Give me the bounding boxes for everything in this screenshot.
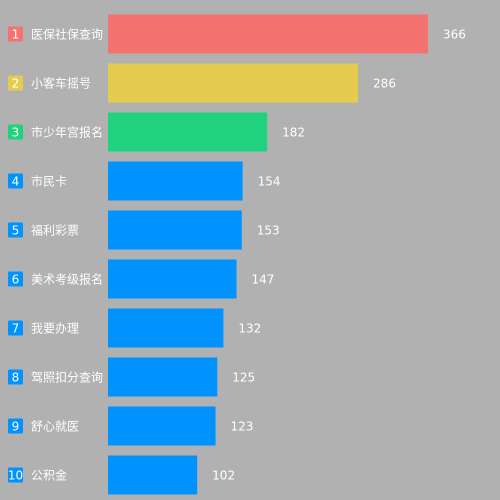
value-label: 125 — [232, 371, 255, 385]
rank-badge — [8, 369, 23, 385]
chart-row: 9 舒心就医 123 — [8, 406, 254, 446]
category-label: 美术考级报名 — [31, 272, 103, 287]
category-label: 驾照扣分查询 — [31, 371, 103, 385]
value-label: 366 — [443, 28, 466, 42]
rank-number: 4 — [12, 175, 20, 189]
rank-badge — [8, 320, 23, 336]
bar — [108, 210, 242, 250]
chart-row: 8 驾照扣分查询 125 — [8, 357, 255, 397]
category-label: 小客车摇号 — [31, 76, 91, 91]
value-label: 132 — [238, 322, 261, 336]
category-label: 市少年宫报名 — [31, 125, 103, 140]
rank-badge — [8, 467, 23, 483]
rank-number: 6 — [12, 273, 20, 287]
chart-row: 2 小客车摇号 286 — [8, 63, 396, 103]
rank-number: 10 — [8, 469, 23, 483]
bar — [108, 308, 224, 348]
category-label: 福利彩票 — [31, 223, 79, 238]
bar — [108, 406, 216, 446]
category-label: 医保社保查询 — [31, 27, 103, 42]
value-label: 182 — [282, 126, 305, 140]
chart-row: 7 我要办理 132 — [8, 308, 261, 348]
bar — [108, 63, 359, 103]
bar — [108, 161, 243, 201]
rank-badge — [8, 173, 23, 189]
chart-row: 6 美术考级报名 147 — [8, 259, 275, 299]
value-label: 286 — [373, 77, 396, 91]
rank-number: 2 — [12, 77, 20, 91]
value-label: 153 — [257, 224, 280, 238]
category-label: 公积金 — [31, 468, 67, 483]
bar — [108, 357, 218, 397]
rank-badge — [8, 124, 23, 140]
value-label: 154 — [258, 175, 281, 189]
value-label: 147 — [252, 273, 275, 287]
rank-number: 8 — [12, 371, 20, 385]
rank-number: 9 — [12, 420, 20, 434]
value-label: 123 — [231, 420, 254, 434]
category-label: 舒心就医 — [31, 420, 79, 434]
category-label: 我要办理 — [31, 321, 79, 336]
chart-row: 5 福利彩票 153 — [8, 210, 280, 250]
bar — [108, 14, 428, 54]
bar — [108, 112, 268, 152]
chart-row: 1 医保社保查询 366 — [8, 14, 466, 54]
rank-number: 5 — [12, 224, 20, 238]
chart-row: 3 市少年宫报名 182 — [8, 112, 305, 152]
bar — [108, 455, 198, 495]
value-label: 102 — [212, 469, 235, 483]
chart-row: 10 公积金 102 — [8, 455, 235, 495]
chart-row: 4 市民卡 154 — [8, 161, 281, 201]
bar — [108, 259, 237, 299]
rank-number: 1 — [12, 28, 20, 42]
rank-badge — [8, 418, 23, 434]
rank-badge — [8, 271, 23, 287]
rank-badge — [8, 222, 23, 238]
category-label: 市民卡 — [31, 174, 67, 189]
rank-badge — [8, 26, 23, 42]
rank-badge — [8, 75, 23, 91]
rank-number: 7 — [12, 322, 20, 336]
rank-number: 3 — [12, 126, 20, 140]
